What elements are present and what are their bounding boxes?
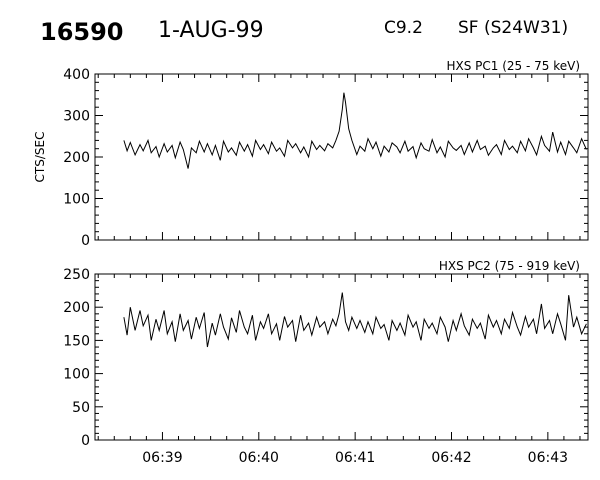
x-tick-label: 06:40 (239, 450, 279, 466)
flare-class: C9.2 (384, 18, 423, 38)
x-tick-label: 06:39 (142, 450, 182, 466)
plot-frame (94, 73, 589, 241)
chart-panel-1: HXS PC1 (25 - 75 keV) CTS/SEC 0 100 200 300 40… (33, 59, 589, 249)
series-line-1 (123, 92, 587, 169)
x-tick-label: 06:43 (528, 450, 568, 466)
y-tick-label: 100 (63, 367, 90, 383)
chart-title: HXS PC1 (25 - 75 keV) (446, 59, 580, 73)
event-number: 16590 (40, 18, 124, 46)
event-date: 1-AUG-99 (158, 18, 264, 43)
x-tick-label: 06:42 (431, 450, 471, 466)
x-tick-label: 06:41 (335, 450, 375, 466)
flare-location: SF (S24W31) (458, 18, 569, 38)
y-tick-label: 50 (72, 400, 90, 416)
chart-panel-2: HXS PC2 (75 - 919 keV) 0 50 100 150 200 250 06:… (63, 259, 589, 466)
y-tick-label: 300 (63, 109, 90, 125)
series-line-2 (123, 292, 587, 348)
y-axis-label: CTS/SEC (33, 132, 47, 183)
y-tick-label: 250 (63, 267, 90, 283)
chart-title: HXS PC2 (75 - 919 keV) (439, 259, 580, 273)
y-tick-label: 400 (63, 67, 90, 83)
y-tick-label: 0 (81, 233, 90, 249)
y-tick-label: 0 (81, 433, 90, 449)
y-tick-label: 200 (63, 150, 90, 166)
y-tick-label: 150 (63, 333, 90, 349)
y-tick-label: 100 (63, 192, 90, 208)
y-tick-label: 200 (63, 300, 90, 316)
plot-frame (94, 273, 589, 441)
